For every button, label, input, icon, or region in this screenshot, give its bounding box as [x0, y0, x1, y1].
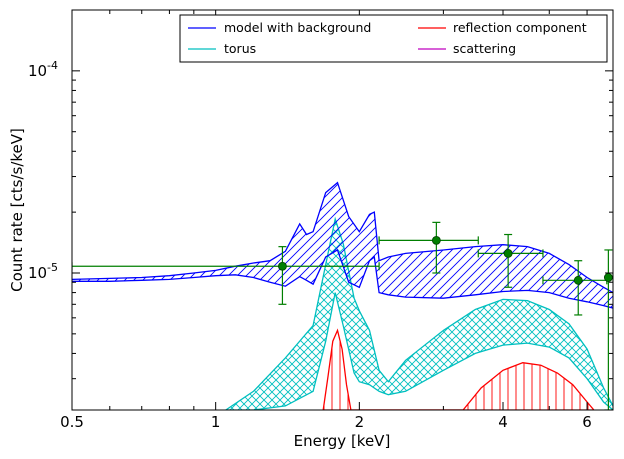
data-point-marker [431, 235, 441, 245]
x-axis-label: Energy [keV] [294, 432, 391, 450]
legend-label-reflection: reflection component [453, 20, 587, 35]
data-point-4 [542, 260, 608, 316]
data-points-layer [72, 221, 613, 410]
legend-label-scattering: scattering [453, 41, 516, 56]
legend: model with background reflection compone… [179, 14, 608, 63]
x-tick-label: 4 [498, 413, 508, 431]
y-tick-label: 10-4 [28, 59, 58, 80]
plot-frame [71, 9, 614, 411]
y-axis-label: Count rate [cts/s/keV] [8, 128, 26, 292]
series-band-reflection-component [323, 330, 594, 410]
data-point-5 [603, 249, 613, 410]
x-tick-label: 6 [582, 413, 592, 431]
x-tick-label: 1 [211, 413, 221, 431]
data-point-marker [503, 249, 513, 258]
legend-label-model: model with background [224, 20, 371, 35]
data-point-marker [603, 273, 613, 282]
x-tick-label: 2 [355, 413, 365, 431]
series-layer [72, 181, 613, 410]
ticks-layer: 0.5 1 2 4 6 10-5 10-4 [28, 9, 613, 431]
series-upper-line-reflection-component [322, 328, 595, 410]
data-point-3 [477, 233, 544, 288]
series-lower-line-torus [225, 292, 613, 410]
data-point-1 [72, 246, 380, 305]
series-upper-line-torus [225, 216, 613, 410]
legend-box [179, 14, 608, 63]
data-point-marker [573, 275, 583, 285]
series-upper-line-model-with-background [72, 181, 613, 294]
series-band-torus [225, 219, 613, 410]
series-band-model-with-background [72, 182, 613, 309]
y-tick-label: 10-5 [28, 261, 58, 282]
series-lower-line-model-with-background [72, 249, 613, 309]
data-point-marker [278, 261, 287, 271]
data-point-2 [378, 221, 479, 274]
legend-label-torus: torus [224, 41, 256, 56]
x-tick-label: 0.5 [60, 413, 84, 431]
